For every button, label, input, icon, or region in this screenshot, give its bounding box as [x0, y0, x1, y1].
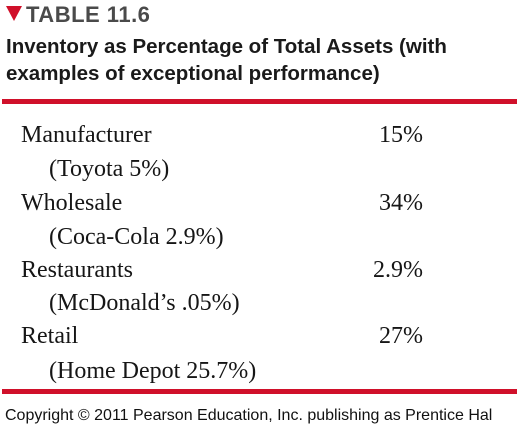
- bottom-divider: [2, 389, 517, 394]
- top-divider: [2, 99, 517, 104]
- row-category: Restaurants: [21, 257, 133, 283]
- row-category: Manufacturer: [21, 122, 152, 148]
- table-title-line-1: Inventory as Percentage of Total Assets …: [6, 35, 447, 58]
- row-value: 27%: [379, 323, 423, 349]
- table-label: TABLE 11.6: [6, 3, 150, 27]
- copyright-footer: Copyright © 2011 Pearson Education, Inc.…: [5, 407, 493, 424]
- table-title: Inventory as Percentage of Total Assets …: [6, 33, 511, 87]
- table-title-line-2: examples of exceptional performance): [6, 62, 380, 85]
- triangle-down-icon: [6, 6, 22, 21]
- row-category: Retail: [21, 323, 79, 349]
- row-value: 34%: [379, 190, 423, 216]
- row-example: (Coca-Cola 2.9%): [49, 224, 224, 250]
- row-example: (Toyota 5%): [49, 156, 170, 182]
- row-example: (Home Depot 25.7%): [49, 358, 257, 384]
- row-category: Wholesale: [21, 190, 123, 216]
- row-value: 15%: [379, 122, 423, 148]
- row-value: 2.9%: [373, 257, 423, 283]
- row-example: (McDonald’s .05%): [49, 290, 240, 316]
- table-number: TABLE 11.6: [26, 2, 151, 27]
